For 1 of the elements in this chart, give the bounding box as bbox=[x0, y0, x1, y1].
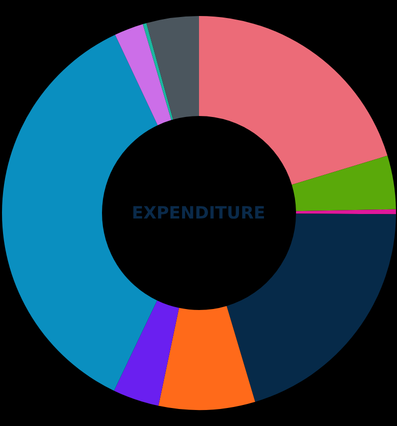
text: EXPENDITURE bbox=[132, 204, 266, 224]
